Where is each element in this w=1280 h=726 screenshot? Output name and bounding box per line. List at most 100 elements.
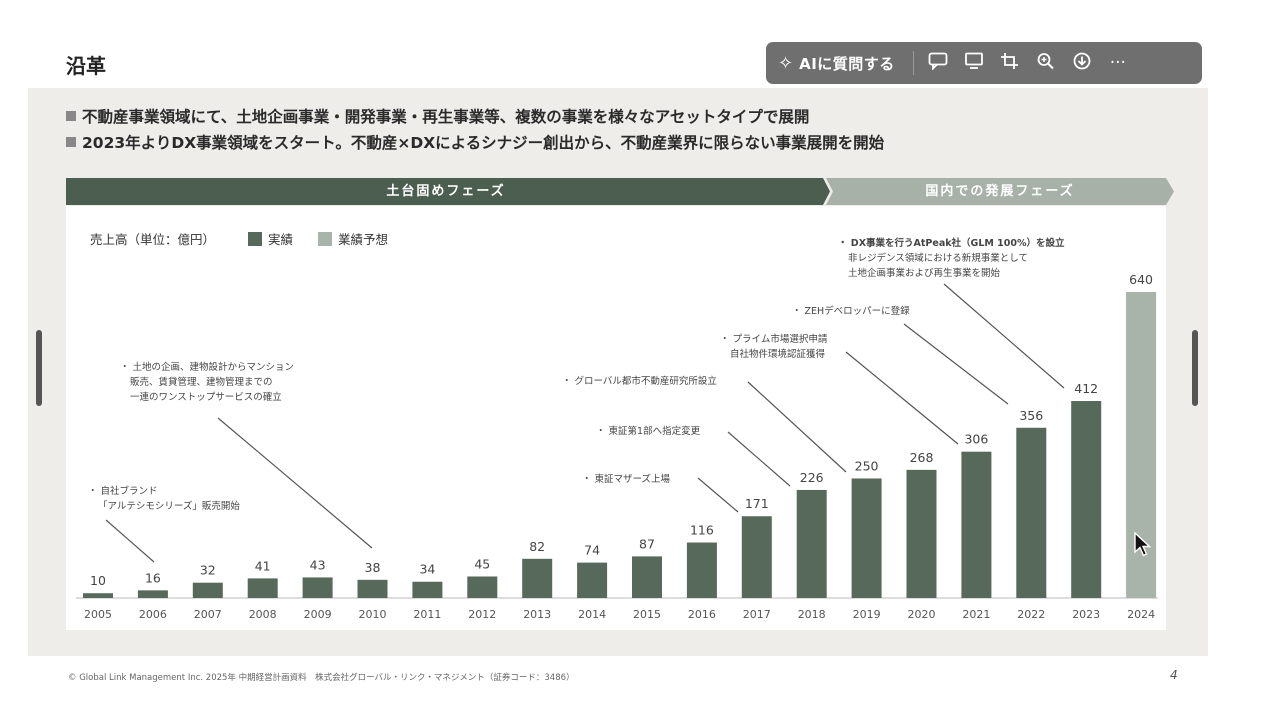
zoom-icon[interactable] — [1028, 52, 1064, 75]
ai-sparkle-icon[interactable]: ✧ — [778, 52, 794, 74]
value-label-2021: 306 — [964, 432, 988, 447]
bar-2014 — [577, 562, 608, 598]
annotation-leader-line — [943, 283, 1065, 389]
annotation-2010: ・ 土地の企画、建物設計からマンション販売、賃貸管理、建物管理までの一連のワンス… — [120, 361, 373, 549]
value-label-2016: 116 — [690, 523, 714, 538]
tick-label-2022: 2022 — [1017, 608, 1045, 621]
bullet-item: 2023年よりDX事業領域をスタート。不動産×DXによるシナジー創出から、不動産… — [66, 130, 884, 156]
toolbar-divider — [912, 51, 914, 75]
crop-icon[interactable] — [992, 52, 1028, 75]
tick-label-2011: 2011 — [413, 608, 441, 621]
annotation-text: ・ プライム市場選択申請 — [720, 333, 828, 345]
value-label-2008: 41 — [255, 558, 271, 573]
value-label-2007: 32 — [200, 563, 216, 578]
annotation-text: ・ DX事業を行うAtPeak社（GLM 100%）を設立 — [838, 237, 1065, 249]
comment-icon[interactable] — [920, 52, 956, 75]
annotation-text: 土地企画事業および再生事業を開始 — [848, 267, 1001, 279]
annotation-text: ・ 自社ブランド — [88, 485, 158, 497]
legend-swatch-1 — [318, 232, 332, 246]
value-label-2014: 74 — [584, 543, 600, 558]
value-label-2009: 43 — [310, 557, 326, 572]
phase-label-foundation: 土台固めフェーズ — [386, 184, 506, 199]
annotation-leader-line — [727, 431, 791, 487]
tick-label-2020: 2020 — [908, 608, 936, 621]
screen-icon[interactable] — [956, 52, 992, 75]
tick-label-2024: 2024 — [1127, 608, 1155, 621]
annotation-group: ・ 自社ブランド「アルテシモシリーズ」販売開始・ 土地の企画、建物設計からマンシ… — [88, 237, 1065, 563]
revenue-bar-chart: 売上高（単位：億円） 実績 業績予想 ・ 自社ブランド「アルテシモシリーズ」販売開… — [76, 232, 1158, 621]
value-label-2022: 356 — [1019, 408, 1043, 423]
tick-label-2013: 2013 — [523, 608, 551, 621]
bar-2008 — [247, 578, 278, 598]
value-label-2010: 38 — [365, 560, 381, 575]
bar-2007 — [192, 582, 223, 598]
value-label-2005: 10 — [90, 573, 106, 588]
bar-2015 — [632, 556, 662, 598]
more-icon[interactable]: ··· — [1109, 53, 1126, 73]
tick-label-2016: 2016 — [688, 608, 716, 621]
value-label-2015: 87 — [639, 536, 655, 551]
tick-label-2009: 2009 — [304, 608, 332, 621]
bar-2016 — [686, 542, 717, 598]
bar-group: 10 2005 16 2006 32 2007 41 2008 43 2009 38 2010 34 20… — [83, 272, 1157, 621]
value-label-2011: 34 — [419, 562, 435, 577]
bullet-item: 不動産事業領域にて、土地企画事業・開発事業・再生事業等、複数の事業を様々なアセッ… — [66, 104, 884, 130]
annotation-text: 自社物件環境認証獲得 — [730, 348, 826, 360]
tick-label-2015: 2015 — [633, 608, 661, 621]
bullet-text: 不動産事業領域にて、土地企画事業・開発事業・再生事業等、複数の事業を様々なアセッ… — [82, 108, 810, 126]
annotation-2019: ・ グローバル都市不動産研究所設立 — [562, 375, 847, 473]
next-slide-handle[interactable] — [1192, 330, 1198, 406]
bar-2005 — [83, 593, 113, 598]
tick-label-2005: 2005 — [84, 608, 112, 621]
phase-arrow-foundation — [66, 178, 830, 205]
tick-label-2006: 2006 — [139, 608, 167, 621]
value-label-2012: 45 — [474, 556, 490, 571]
page-title: 沿革 — [66, 54, 106, 78]
bullet-text: 2023年よりDX事業領域をスタート。不動産×DXによるシナジー創出から、不動産… — [82, 134, 885, 152]
value-label-2020: 268 — [910, 450, 934, 465]
page-number: 4 — [1170, 668, 1178, 682]
annotation-leader-line — [903, 323, 1009, 405]
prev-slide-handle[interactable] — [36, 330, 42, 406]
bar-2011 — [412, 581, 443, 598]
bar-2012 — [467, 576, 498, 598]
footer-copyright: © Global Link Management Inc. 2025年 中期経営… — [68, 673, 575, 683]
tick-label-2019: 2019 — [853, 608, 881, 621]
annotation-text: 非レジデンス領域における新規事業として — [848, 252, 1028, 264]
bar-2009 — [302, 577, 333, 598]
phase-arrows — [66, 178, 1174, 205]
bar-2022 — [1016, 427, 1047, 598]
annotation-text: ・ 土地の企画、建物設計からマンション — [120, 361, 294, 373]
phase-label-domestic: 国内での発展フェーズ — [925, 184, 1075, 199]
bullet-square-icon — [66, 137, 76, 147]
annotation-text: ・ 東証マザーズ上場 — [582, 473, 671, 485]
chart-legend: 実績 業績予想 — [248, 232, 388, 247]
bar-2013 — [522, 558, 553, 598]
annotation-text: ・ 東証第1部へ指定変更 — [596, 425, 701, 437]
annotation-text: 販売、賃貸管理、建物管理までの — [130, 376, 273, 388]
value-label-2018: 226 — [800, 470, 824, 485]
ask-ai-button[interactable]: AIに質問する — [799, 54, 895, 73]
download-icon[interactable] — [1064, 52, 1100, 75]
tick-label-2023: 2023 — [1072, 608, 1100, 621]
annotation-text: 一連のワンストップサービスの確立 — [130, 391, 282, 403]
bar-2018 — [796, 489, 827, 598]
value-label-2017: 171 — [745, 496, 769, 511]
annotation-2023: ・ DX事業を行うAtPeak社（GLM 100%）を設立非レジデンス領域におけ… — [838, 237, 1065, 389]
bar-2020 — [906, 469, 937, 598]
value-label-2024: 640 — [1129, 272, 1153, 287]
annotation-text: 「アルテシモシリーズ」販売開始 — [98, 500, 240, 512]
phase-arrow-domestic — [826, 178, 1174, 205]
tick-label-2021: 2021 — [962, 608, 990, 621]
annotation-leader-line — [105, 519, 155, 563]
legend-label-0: 実績 — [268, 232, 293, 247]
tick-label-2017: 2017 — [743, 608, 771, 621]
bullet-square-icon — [66, 111, 76, 121]
tick-label-2018: 2018 — [798, 608, 826, 621]
tick-label-2008: 2008 — [249, 608, 277, 621]
phase-bar: 土台固めフェーズ 国内での発展フェーズ — [66, 178, 1176, 205]
y-axis-label: 売上高（単位：億円） — [90, 232, 215, 247]
bullet-list: 不動産事業領域にて、土地企画事業・開発事業・再生事業等、複数の事業を様々なアセッ… — [66, 104, 884, 156]
bar-2006 — [137, 590, 168, 598]
